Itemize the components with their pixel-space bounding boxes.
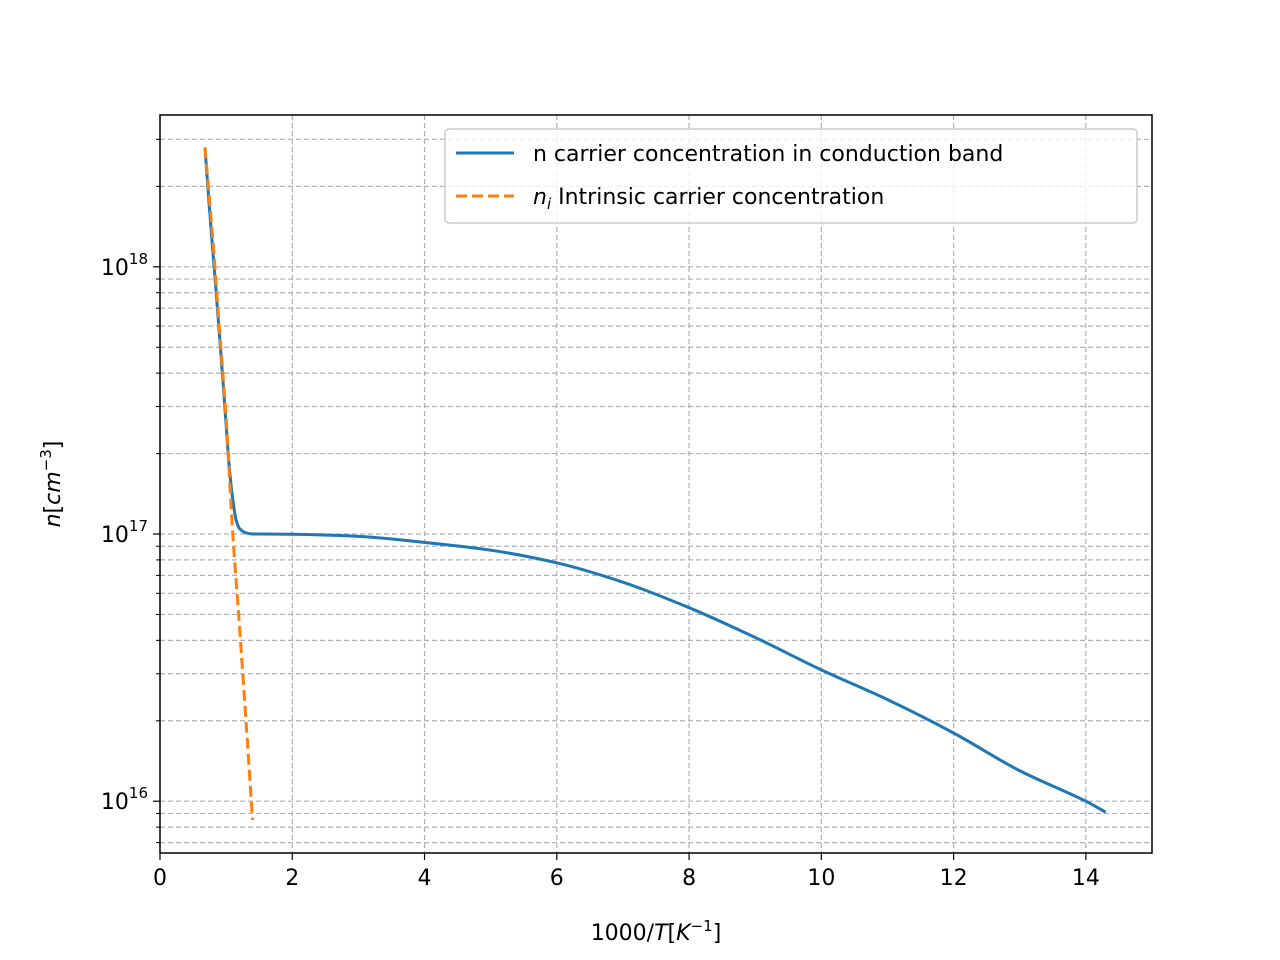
x-tick-label: 2 <box>285 866 299 891</box>
x-axis-label: 1000/T[K−1] <box>591 917 722 946</box>
y-axis-label: n[cm−3] <box>37 441 66 528</box>
series-line-intrinsic <box>203 147 255 821</box>
legend-label-n-conduction-band: n carrier concentration in conduction ba… <box>533 142 1003 167</box>
x-tick-label: 0 <box>153 866 167 891</box>
legend-label-intrinsic: ni Intrinsic carrier concentration <box>533 185 884 213</box>
x-tick-label: 6 <box>550 866 564 891</box>
axis-ticks: 0 2 4 6 8 10 12 14 1016 1017 1018 <box>101 138 1100 891</box>
x-tick-label: 14 <box>1072 866 1100 891</box>
x-tick-label: 12 <box>940 866 968 891</box>
y-tick-label: 1018 <box>101 250 148 281</box>
plot-area-frame <box>159 114 1153 854</box>
grid-lines <box>159 115 1152 853</box>
y-tick-label: 1016 <box>101 784 148 815</box>
legend: n carrier concentration in conduction ba… <box>444 128 1138 224</box>
plot-series <box>203 147 1107 821</box>
x-tick-label: 8 <box>682 866 696 891</box>
legend-box <box>444 128 1138 224</box>
x-tick-label: 10 <box>807 866 835 891</box>
x-tick-label: 4 <box>418 866 432 891</box>
y-tick-label: 1017 <box>101 517 148 548</box>
